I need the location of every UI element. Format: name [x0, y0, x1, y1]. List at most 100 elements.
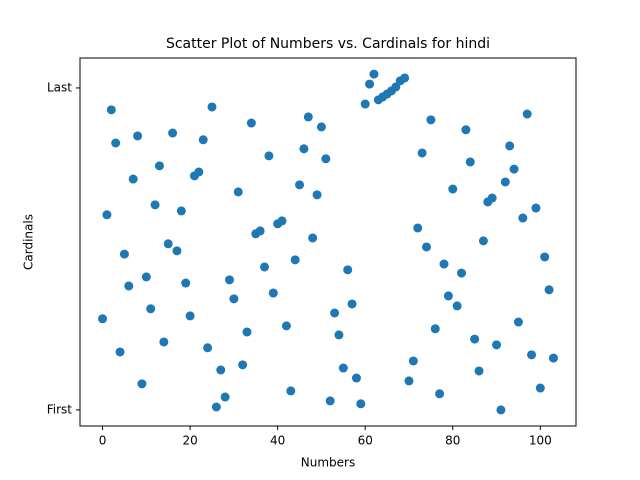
- scatter-point: [281, 321, 291, 331]
- scatter-point: [408, 356, 418, 366]
- x-tick-label: 40: [270, 434, 285, 448]
- scatter-point: [128, 174, 138, 184]
- scatter-point: [181, 278, 191, 288]
- scatter-point: [513, 317, 523, 327]
- scatter-point: [351, 373, 361, 383]
- scatter-point: [325, 396, 335, 406]
- scatter-point: [115, 347, 125, 357]
- x-tick-label: 0: [99, 434, 107, 448]
- scatter-point: [137, 379, 147, 389]
- scatter-point: [334, 330, 344, 340]
- y-axis-label: Cardinals: [22, 214, 36, 270]
- scatter-point: [509, 164, 519, 174]
- scatter-point: [111, 138, 121, 148]
- scatter-point: [474, 366, 484, 376]
- scatter-point: [303, 112, 313, 122]
- scatter-point: [146, 304, 156, 314]
- scatter-point: [299, 144, 309, 154]
- scatter-point: [435, 389, 445, 399]
- scatter-point: [150, 200, 160, 210]
- scatter-point: [133, 131, 143, 141]
- scatter-point: [277, 216, 287, 226]
- scatter-point: [465, 157, 475, 167]
- scatter-point: [119, 249, 129, 259]
- scatter-point: [527, 350, 537, 360]
- scatter-point: [439, 259, 449, 269]
- x-tick-label: 60: [358, 434, 373, 448]
- scatter-point: [443, 291, 453, 301]
- scatter-point: [124, 281, 134, 291]
- scatter-point: [198, 135, 208, 145]
- scatter-point: [404, 376, 414, 386]
- scatter-point: [356, 399, 366, 409]
- scatter-point: [461, 125, 471, 135]
- x-axis-label: Numbers: [301, 456, 355, 470]
- scatter-point: [338, 363, 348, 373]
- scatter-point: [343, 265, 353, 275]
- scatter-point: [369, 69, 379, 79]
- scatter-point: [492, 340, 502, 350]
- scatter-point: [233, 187, 243, 197]
- scatter-point: [522, 109, 532, 119]
- scatter-point: [290, 255, 300, 265]
- scatter-point: [141, 272, 151, 282]
- scatter-point: [505, 141, 515, 151]
- scatter-point: [452, 301, 462, 311]
- scatter-point: [106, 105, 116, 115]
- scatter-point: [207, 102, 217, 112]
- scatter-point: [102, 210, 112, 220]
- scatter-point: [194, 167, 204, 177]
- scatter-point: [421, 242, 431, 252]
- scatter-point: [540, 252, 550, 262]
- scatter-point: [470, 334, 480, 344]
- scatter-point: [185, 311, 195, 321]
- scatter-point: [255, 226, 265, 236]
- scatter-point: [426, 115, 436, 125]
- scatter-point: [312, 190, 322, 200]
- scatter-point: [268, 288, 278, 298]
- scatter-point: [295, 180, 305, 190]
- scatter-point: [330, 308, 340, 318]
- scatter-point: [413, 223, 423, 233]
- scatter-point: [487, 193, 497, 203]
- scatter-point: [457, 268, 467, 278]
- scatter-point: [242, 327, 252, 337]
- chart-title: Scatter Plot of Numbers vs. Cardinals fo…: [166, 36, 490, 52]
- x-tick-label: 100: [529, 434, 552, 448]
- x-tick-label: 80: [445, 434, 460, 448]
- scatter-point: [260, 262, 270, 272]
- y-tick-label: First: [47, 402, 73, 416]
- scatter-point: [220, 392, 230, 402]
- scatter-point: [172, 246, 182, 256]
- y-tick-label: Last: [47, 80, 72, 94]
- scatter-point: [211, 402, 221, 412]
- scatter-point: [168, 128, 178, 138]
- scatter-point: [478, 236, 488, 246]
- scatter-point: [229, 294, 239, 304]
- scatter-point: [98, 314, 108, 324]
- scatter-point: [163, 239, 173, 249]
- scatter-point: [203, 343, 213, 353]
- x-tick-label: 20: [182, 434, 197, 448]
- scatter-point: [500, 177, 510, 187]
- scatter-point: [535, 383, 545, 393]
- scatter-point: [316, 122, 326, 132]
- scatter-point: [448, 184, 458, 194]
- plot-frame: [79, 57, 577, 427]
- scatter-point: [400, 73, 410, 83]
- scatter-point: [308, 233, 318, 243]
- scatter-point: [246, 118, 256, 128]
- scatter-point: [548, 353, 558, 363]
- scatter-point: [238, 360, 248, 370]
- scatter-point: [518, 213, 528, 223]
- scatter-point: [496, 405, 506, 415]
- scatter-point: [159, 337, 169, 347]
- scatter-point: [360, 99, 370, 109]
- scatter-point: [286, 386, 296, 396]
- scatter-point: [544, 285, 554, 295]
- scatter-point: [264, 151, 274, 161]
- scatter-point: [417, 148, 427, 158]
- scatter-point: [154, 161, 164, 171]
